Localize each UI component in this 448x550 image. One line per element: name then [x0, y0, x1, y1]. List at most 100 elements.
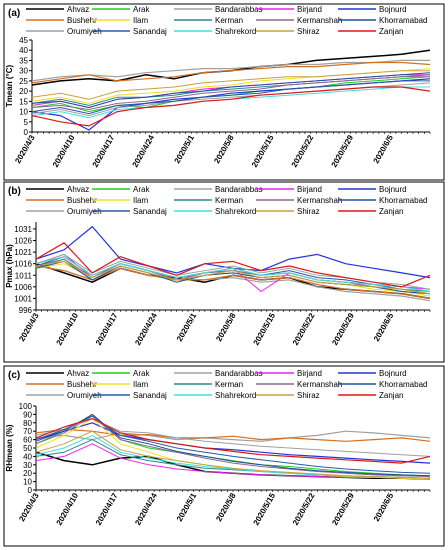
- y-axis-label: Tmean (°C): [5, 65, 14, 108]
- y-tick-label: 996: [19, 306, 33, 315]
- legend-label: Khorramabad: [379, 380, 427, 389]
- legend-item-bushehr: Bushehr: [26, 380, 97, 389]
- legend-label: Ahvaz: [67, 369, 89, 378]
- panel-letter: (a): [8, 8, 20, 19]
- y-tick-label: 30: [19, 67, 28, 76]
- y-tick-label: 90: [23, 410, 32, 419]
- legend-label: Orumiyeh: [67, 27, 102, 36]
- legend-item-arak: Arak: [92, 369, 150, 378]
- y-tick-label: 20: [23, 469, 32, 478]
- y-tick-label: 10: [23, 478, 32, 487]
- legend-label: Arak: [133, 185, 150, 194]
- series-line-zanjan: [35, 242, 431, 288]
- panel-b: (b) Ahvaz Arak Bandarabbas Birjand Bojnurd Bus…: [3, 181, 445, 363]
- legend-label: Ahvaz: [67, 185, 89, 194]
- series-line-sanandaj: [31, 80, 430, 115]
- legend-item-birjand: Birjand: [256, 369, 322, 378]
- legend-item-orumiyeh: Orumiyeh: [26, 391, 102, 400]
- y-tick-label: 0: [28, 486, 33, 495]
- y-tick-label: 1016: [14, 260, 32, 269]
- legend-label: Birjand: [297, 369, 322, 378]
- legend-label: Ahvaz: [67, 5, 89, 14]
- legend-item-bojnurd: Bojnurd: [338, 185, 407, 194]
- legend-item-kermanshah: Kermanshah: [256, 196, 342, 205]
- legend-label: Sanandaj: [133, 207, 167, 216]
- y-tick-label: 45: [19, 36, 28, 45]
- series-line-bandarabbas: [31, 59, 430, 82]
- y-tick-label: 40: [23, 452, 32, 461]
- legend-item-ahvaz: Ahvaz: [26, 185, 89, 194]
- legend-label: Kermanshah: [297, 196, 342, 205]
- legend-item-bandarabbas: Bandarabbas: [174, 5, 263, 14]
- legend-item-shiraz: Shiraz: [256, 27, 320, 36]
- legend-label: Zanjan: [379, 391, 403, 400]
- legend-label: Arak: [133, 5, 150, 14]
- y-tick-label: 1031: [14, 225, 32, 234]
- legend-item-khorramabad: Khorramabad: [338, 16, 427, 25]
- y-tick-label: 20: [19, 87, 28, 96]
- legend-label: Orumiyeh: [67, 207, 102, 216]
- legend-item-bandarabbas: Bandarabbas: [174, 369, 263, 378]
- legend-item-ilam: Ilam: [92, 16, 148, 25]
- legend-label: Bojnurd: [379, 185, 407, 194]
- y-tick-label: 30: [23, 461, 32, 470]
- y-tick-label: 50: [23, 444, 32, 453]
- legend-item-zanjan: Zanjan: [338, 207, 403, 216]
- series-line-khorramabad: [31, 72, 431, 108]
- legend-item-shahrekord: Shahrekord: [174, 207, 256, 216]
- series-line-shiraz: [31, 70, 430, 100]
- legend-label: Bojnurd: [379, 5, 407, 14]
- legend-label: Kerman: [215, 16, 243, 25]
- legend-item-shahrekord: Shahrekord: [174, 391, 256, 400]
- legend-item-birjand: Birjand: [256, 185, 322, 194]
- legend-label: Birjand: [297, 185, 322, 194]
- legend-item-kerman: Kerman: [174, 196, 243, 205]
- legend-label: Bandarabbas: [215, 185, 263, 194]
- series-line-sanandaj: [35, 415, 431, 474]
- series-line-bushehr: [35, 265, 431, 299]
- legend-item-ahvaz: Ahvaz: [26, 369, 89, 378]
- legend-item-sanandaj: Sanandaj: [92, 391, 167, 400]
- legend-label: Zanjan: [379, 207, 403, 216]
- y-tick-label: 70: [23, 427, 32, 436]
- panel-letter: (b): [8, 186, 21, 197]
- legend-label: Shahrekord: [215, 391, 256, 400]
- legend-item-shahrekord: Shahrekord: [174, 27, 256, 36]
- legend-item-bandarabbas: Bandarabbas: [174, 185, 263, 194]
- series-line-shiraz: [35, 430, 431, 479]
- legend-item-ilam: Ilam: [92, 196, 148, 205]
- legend-label: Khorramabad: [379, 196, 427, 205]
- y-tick-label: 35: [19, 56, 28, 65]
- legend-item-bojnurd: Bojnurd: [338, 369, 407, 378]
- legend-item-birjand: Birjand: [256, 5, 322, 14]
- y-tick-label: 1011: [15, 271, 33, 280]
- legend-item-khorramabad: Khorramabad: [338, 380, 427, 389]
- legend-label: Shiraz: [297, 27, 320, 36]
- y-axis-label: RHmean (%): [5, 424, 14, 471]
- series-line-bushehr: [35, 428, 431, 442]
- legend-item-kerman: Kerman: [174, 16, 243, 25]
- legend-item-zanjan: Zanjan: [338, 27, 403, 36]
- y-tick-label: 1006: [14, 283, 32, 292]
- legend-label: Khorramabad: [379, 16, 427, 25]
- legend-label: Bandarabbas: [215, 5, 263, 14]
- y-tick-label: 100: [19, 402, 33, 411]
- legend-label: Ilam: [133, 380, 148, 389]
- legend-item-khorramabad: Khorramabad: [338, 196, 427, 205]
- legend-label: Bojnurd: [379, 369, 407, 378]
- series-line-zanjan: [31, 86, 431, 127]
- y-tick-label: 15: [19, 97, 28, 106]
- y-tick-label: 5: [24, 118, 29, 127]
- legend-label: Kerman: [215, 196, 243, 205]
- y-tick-label: 40: [19, 46, 28, 55]
- legend-label: Bushehr: [67, 380, 97, 389]
- legend-item-bojnurd: Bojnurd: [338, 5, 407, 14]
- legend-label: Bushehr: [67, 196, 97, 205]
- y-tick-label: 1026: [14, 237, 32, 246]
- y-tick-label: 25: [19, 77, 28, 86]
- y-tick-label: 10: [19, 108, 28, 117]
- legend-label: Shiraz: [297, 207, 320, 216]
- legend-label: Kerman: [215, 380, 243, 389]
- legend-label: Shiraz: [297, 391, 320, 400]
- legend-item-bushehr: Bushehr: [26, 196, 97, 205]
